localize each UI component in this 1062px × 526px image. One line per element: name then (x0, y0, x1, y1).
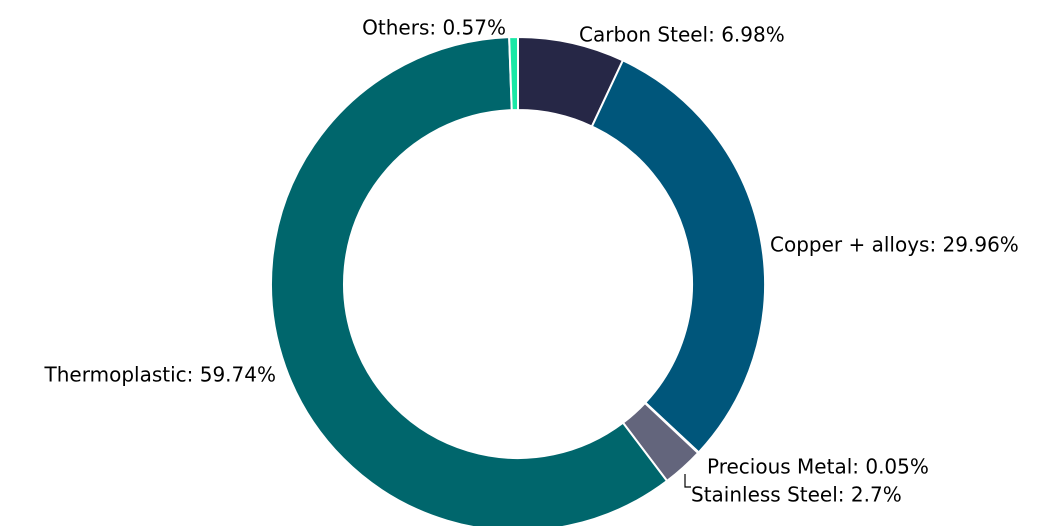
label-carbon-steel: Carbon Steel: 6.98% (579, 23, 785, 47)
slice-others (508, 35, 519, 112)
donut-slices (269, 35, 766, 526)
label-stainless-steel: Stainless Steel: 2.7% (691, 483, 902, 507)
label-thermoplastic: Thermoplastic: 59.74% (44, 363, 276, 387)
slice-copper-alloys (590, 59, 766, 454)
label-copper-alloys: Copper + alloys: 29.96% (770, 233, 1019, 257)
label-precious-metal: Precious Metal: 0.05% (707, 455, 929, 479)
slice-thermoplastic (269, 36, 669, 526)
label-others: Others: 0.57% (362, 16, 506, 40)
label-leader-lines (684, 474, 691, 488)
slice-labels: Carbon Steel: 6.98% Copper + alloys: 29.9… (44, 16, 1019, 507)
leader-line-stainless-steel (684, 474, 691, 488)
